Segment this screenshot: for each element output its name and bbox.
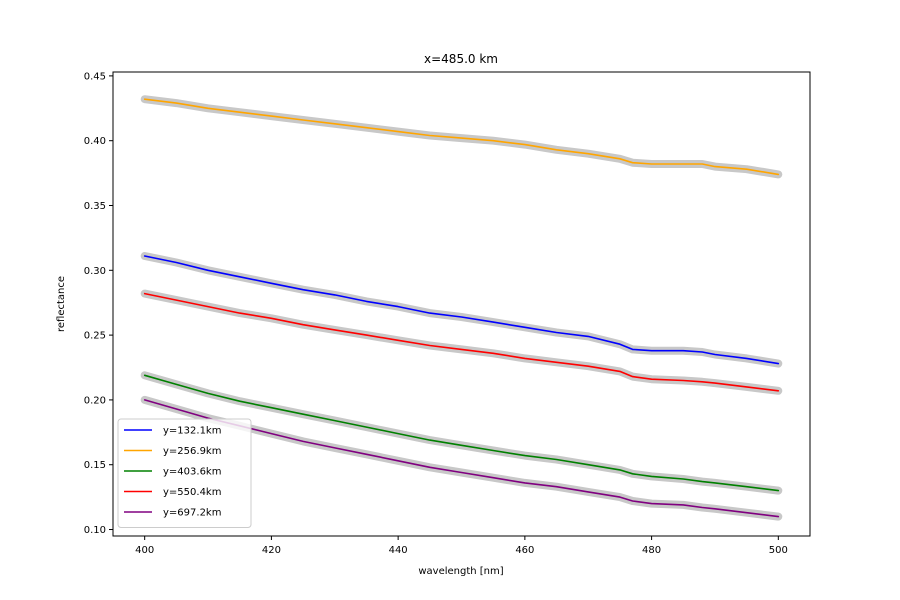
y-tick-label: 0.10	[84, 525, 106, 536]
series-line-3	[143, 374, 780, 492]
series-line-2	[143, 98, 780, 176]
legend-entry-2: y=256.9km	[163, 446, 221, 457]
legend-entry-3: y=403.6km	[163, 467, 221, 478]
y-axis-ticks: 0.10 0.15 0.20 0.25 0.30 0.35 0.40 0.45	[84, 71, 113, 536]
legend-entry-4: y=550.4km	[163, 487, 221, 498]
x-tick-label: 460	[515, 545, 534, 556]
legend-entry-5: y=697.2km	[163, 508, 221, 519]
legend-box	[117, 418, 252, 528]
x-axis-label: wavelength [nm]	[418, 566, 503, 577]
legend-entry-1: y=132.1km	[163, 426, 221, 437]
uncertainty-band-2	[140, 95, 783, 179]
chart-title: x=485.0 km	[424, 52, 498, 66]
y-axis-label: reflectance	[56, 276, 67, 332]
series-line-5	[143, 399, 780, 518]
x-axis-ticks: 400 420 440 460 480 500	[135, 536, 788, 556]
series-line-4	[143, 292, 780, 392]
legend: y=132.1km y=256.9km y=403.6km y=550.4km y=69…	[117, 418, 252, 528]
series-line-1	[143, 255, 780, 365]
y-tick-label: 0.20	[84, 395, 106, 406]
x-tick-label: 420	[262, 545, 281, 556]
y-tick-label: 0.30	[84, 266, 106, 277]
y-tick-label: 0.15	[84, 460, 106, 471]
series-lines	[143, 98, 780, 518]
y-tick-label: 0.25	[84, 331, 106, 342]
plot-area-frame	[112, 71, 811, 537]
uncertainty-band-4	[140, 289, 783, 395]
x-tick-label: 440	[389, 545, 408, 556]
y-tick-label: 0.40	[84, 136, 106, 147]
x-tick-label: 400	[135, 545, 154, 556]
x-tick-label: 480	[642, 545, 661, 556]
y-tick-label: 0.35	[84, 201, 106, 212]
x-tick-label: 500	[769, 545, 788, 556]
y-tick-label: 0.45	[84, 71, 106, 82]
